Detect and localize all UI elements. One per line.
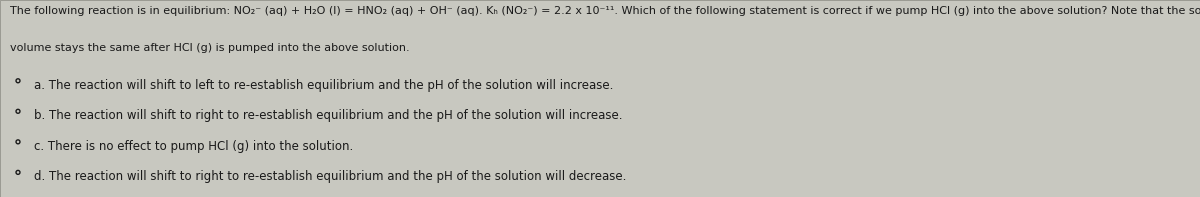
Text: a. The reaction will shift to left to re-establish equilibrium and the pH of the: a. The reaction will shift to left to re… <box>34 79 613 92</box>
Text: c. There is no effect to pump HCl (g) into the solution.: c. There is no effect to pump HCl (g) in… <box>34 140 353 153</box>
Text: The following reaction is in equilibrium: NO₂⁻ (aq) + H₂O (l) = HNO₂ (aq) + OH⁻ : The following reaction is in equilibrium… <box>10 6 1200 16</box>
Text: d. The reaction will shift to right to re-establish equilibrium and the pH of th: d. The reaction will shift to right to r… <box>34 170 626 183</box>
Text: b. The reaction will shift to right to re-establish equilibrium and the pH of th: b. The reaction will shift to right to r… <box>34 109 622 122</box>
Text: volume stays the same after HCl (g) is pumped into the above solution.: volume stays the same after HCl (g) is p… <box>10 43 409 53</box>
